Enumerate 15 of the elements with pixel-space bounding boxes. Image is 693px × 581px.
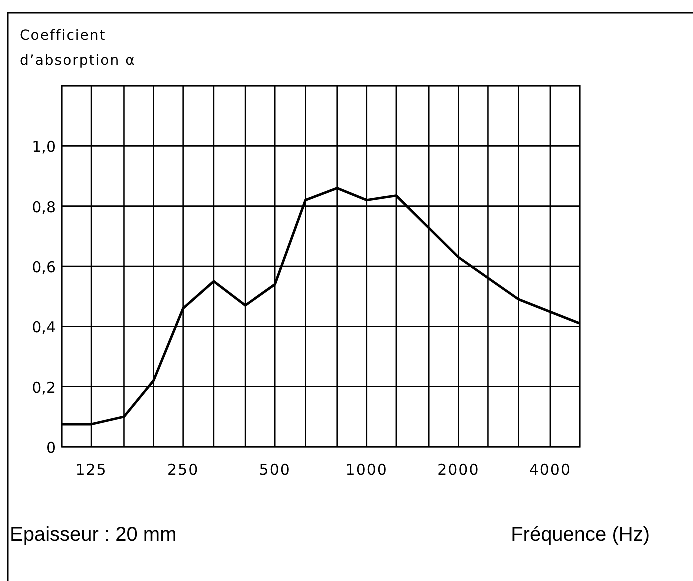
y-tick-label: 0,4: [32, 318, 56, 337]
y-axis-title: Coefficient d’absorption α: [20, 28, 136, 69]
x-tick-label: 125: [76, 461, 108, 479]
x-tick-label: 250: [168, 461, 200, 479]
x-tick-label: 500: [259, 461, 291, 479]
x-tick-label: 1000: [346, 461, 388, 479]
text: Epaisseur : 20 mm: [10, 524, 177, 546]
y-tick-label: 0,2: [32, 378, 56, 397]
x-tick-label: 4000: [529, 461, 572, 479]
x-tick-label: 2000: [438, 461, 480, 479]
y-tick-label: 0,6: [32, 258, 56, 276]
y-tick-label: 0,8: [32, 198, 56, 216]
y-tick-label: 0: [46, 439, 56, 457]
x-axis-title: Fréquence (Hz): [511, 524, 650, 546]
y-tick-label: 1,0: [32, 138, 56, 156]
